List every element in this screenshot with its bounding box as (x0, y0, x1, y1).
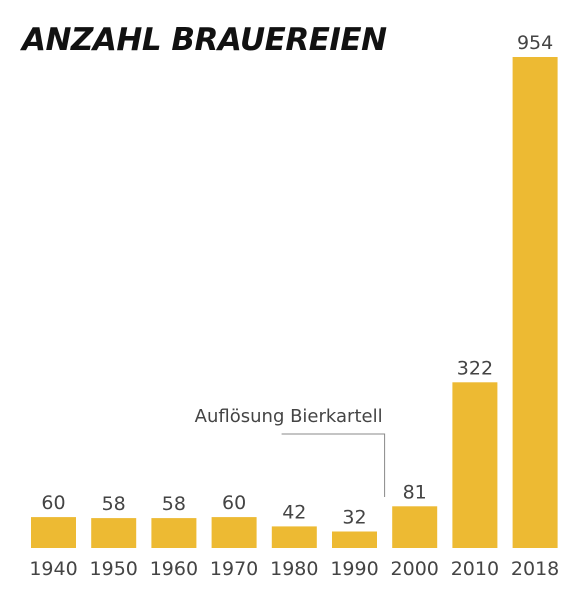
x-tick-label-2000: 2000 (391, 558, 439, 580)
x-tick-label-1970: 1970 (210, 558, 258, 580)
bar-2018 (512, 57, 558, 548)
bar-1960 (151, 518, 197, 548)
value-label-1990: 32 (342, 507, 366, 529)
value-label-1960: 58 (162, 493, 186, 515)
x-tick-label-1950: 1950 (90, 558, 138, 580)
chart-title: ANZAHL BRAUEREIEN (22, 22, 387, 58)
bar-1980 (271, 526, 317, 548)
value-label-1950: 58 (102, 493, 126, 515)
value-label-2018: 954 (517, 32, 553, 54)
annotation-bierkartell: Auflösung Bierkartell (195, 406, 383, 427)
bar-1940 (31, 517, 76, 548)
value-label-1940: 60 (41, 492, 65, 514)
bar-1990 (332, 531, 377, 548)
x-tick-label-2010: 2010 (451, 558, 499, 580)
x-tick-label-1960: 1960 (150, 558, 198, 580)
value-label-2010: 322 (457, 357, 493, 379)
bar-1950 (91, 518, 137, 548)
annotation-leader-line (281, 433, 386, 497)
x-tick-label-1990: 1990 (330, 558, 378, 580)
x-tick-label-1940: 1940 (29, 558, 77, 580)
x-tick-label-1980: 1980 (270, 558, 318, 580)
value-label-1980: 42 (282, 501, 306, 523)
bar-2010 (452, 382, 498, 548)
value-label-1970: 60 (222, 492, 246, 514)
bar-1970 (211, 517, 257, 548)
x-tick-label-2018: 2018 (511, 558, 559, 580)
bar-2000 (392, 506, 438, 548)
value-label-2000: 81 (403, 481, 427, 503)
